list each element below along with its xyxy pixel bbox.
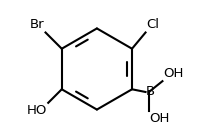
- Text: B: B: [146, 85, 155, 99]
- Text: OH: OH: [150, 112, 170, 125]
- Text: Cl: Cl: [146, 18, 159, 31]
- Text: Br: Br: [30, 18, 45, 31]
- Text: OH: OH: [163, 67, 184, 80]
- Text: HO: HO: [27, 104, 47, 117]
